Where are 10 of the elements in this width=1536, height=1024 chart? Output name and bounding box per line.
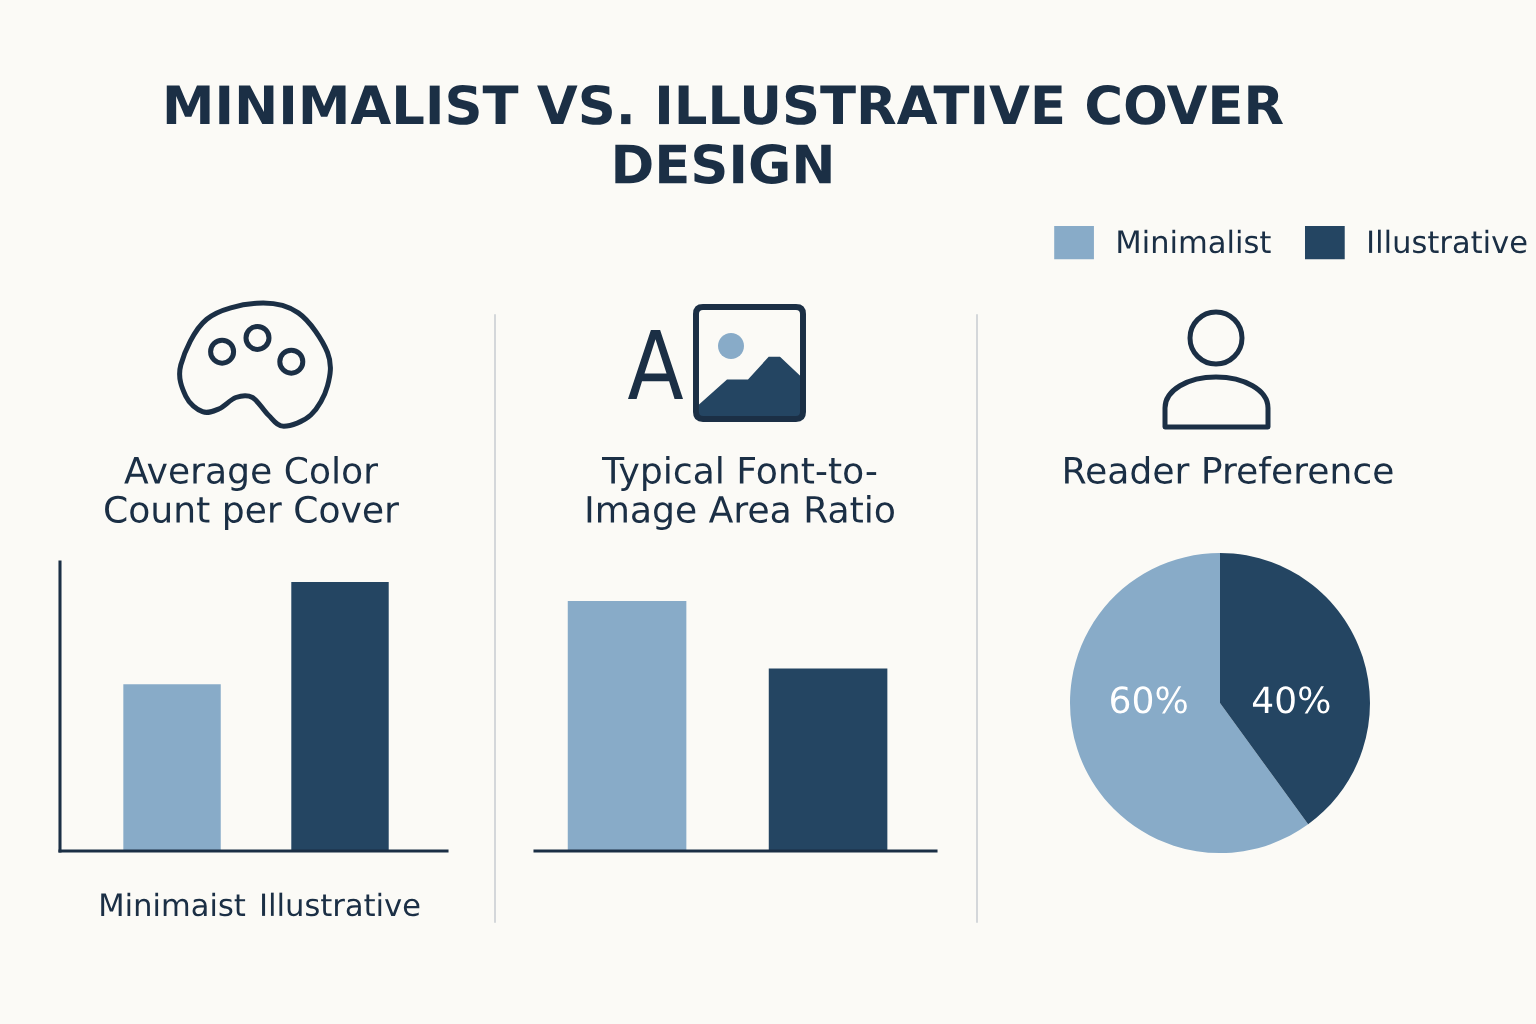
legend-label: Minimalist <box>1118 229 1271 254</box>
data-label: 40% <box>1252 686 1330 714</box>
legend-label: Illustrative <box>1369 229 1527 254</box>
text: Reader Preference <box>1065 456 1393 484</box>
data-label: 60% <box>1111 686 1187 714</box>
chart-title: Average Color Count per Cover <box>105 456 399 531</box>
text: MINIMALIST VS. ILLUSTRATIVE COVER DESIGN <box>166 84 1284 184</box>
chart-title: Typical Font-to-Image Area Ratio <box>587 456 894 531</box>
x-tick-label: Minimaist <box>101 892 246 917</box>
pie-slice <box>1220 553 1370 825</box>
